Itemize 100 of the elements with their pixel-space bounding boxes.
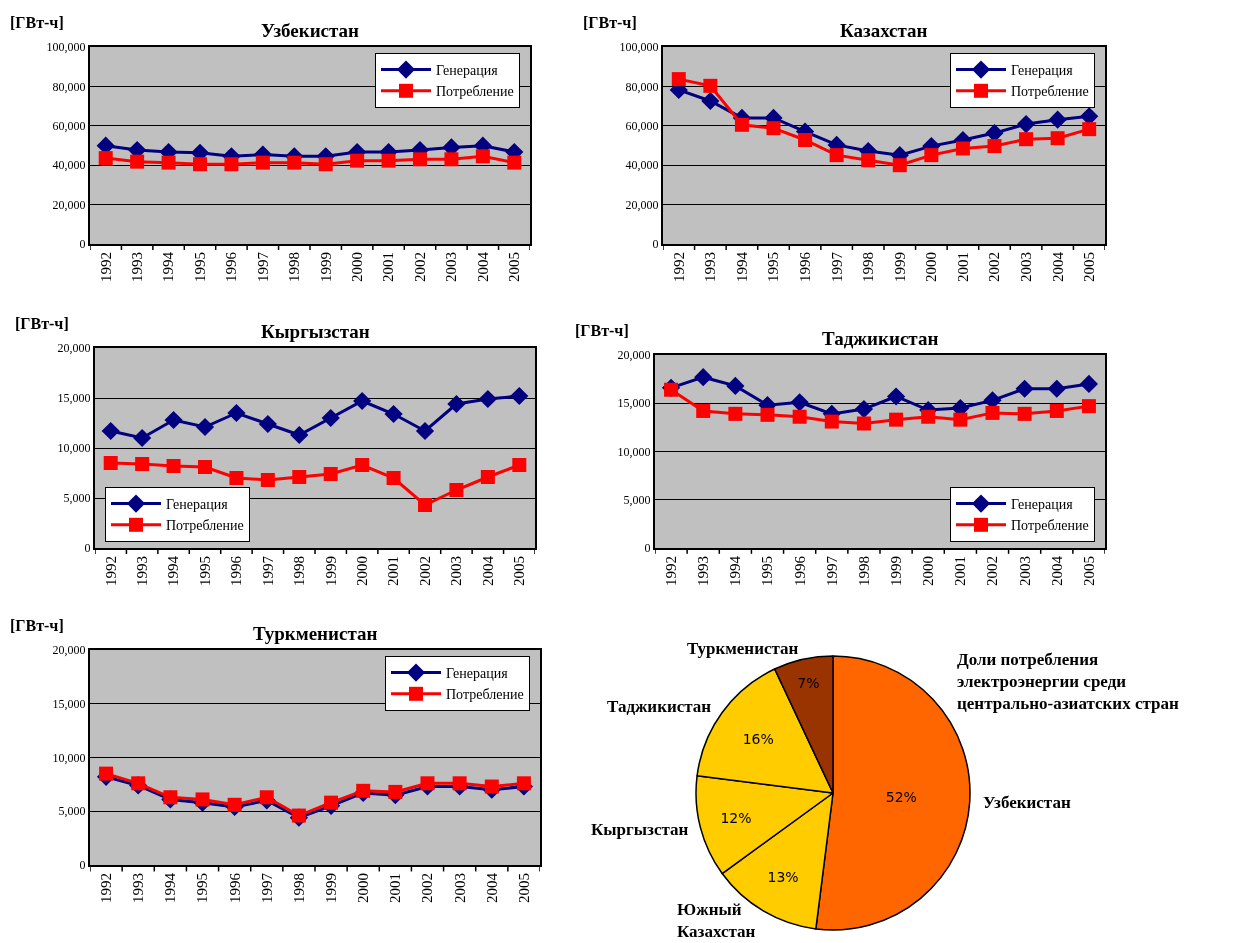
point [193,157,207,172]
point [955,141,970,156]
x-tick-label: 1997 [258,872,275,903]
point [766,121,781,136]
y-tick-label: 0 [644,541,651,556]
x-tick-label: 1999 [322,556,339,586]
y-axis-title: [ГВт-ч] [10,14,64,31]
x-tick-label: 1994 [165,555,182,586]
point [728,406,743,421]
point [350,153,365,168]
point [259,790,274,805]
x-tick-label: 1993 [702,252,719,282]
point [447,394,466,414]
x-tick-label: 2002 [419,873,436,903]
point [886,387,906,406]
point [133,428,152,448]
x-tick-label: 2003 [1017,252,1034,282]
x-tick-label: 2002 [984,556,1001,586]
slice-label: Туркменистан [687,639,799,658]
point [1050,131,1065,146]
y-tick-label: 40,000 [625,158,659,173]
x-tick-label: 2003 [451,873,468,903]
x-tick-label: 2004 [1049,251,1066,282]
x-tick-label: 2005 [506,252,523,282]
point [291,808,306,823]
x-tick-label: 2004 [474,251,491,282]
point [413,152,427,167]
point [696,403,711,418]
y-axis-title: [ГВт-ч] [15,315,69,332]
point [418,498,432,512]
legend-label: Потребление [446,687,524,703]
x-tick-label: 1994 [160,251,177,282]
x-tick-label: 1998 [290,873,307,903]
x-tick-label: 1992 [97,873,114,903]
point [131,776,146,791]
x-tick-label: 2001 [380,252,397,282]
point [452,776,467,791]
point [103,456,118,470]
point [260,473,275,487]
y-tick-label: 60,000 [52,119,86,133]
y-tick-label: 10,000 [617,444,651,459]
point [1015,379,1034,398]
x-tick-label: 1999 [322,873,339,903]
x-tick-label: 1994 [162,872,179,903]
x-tick-label: 1997 [254,251,271,282]
y-tick-label: 80,000 [625,79,659,94]
x-tick-label: 1993 [130,873,147,903]
y-tick-label: 20,000 [52,197,86,212]
point [510,386,529,406]
x-tick-label: 2002 [986,252,1003,282]
point [353,391,372,411]
point [512,458,527,472]
y-axis-title: [ГВт-ч] [575,322,629,339]
y-axis-title: [ГВт-ч] [10,617,64,634]
data-label: 52% [885,789,917,806]
y-axis-title: [ГВт-ч] [583,14,637,31]
data-label: 16% [742,730,774,747]
point [987,139,1002,154]
point [854,399,874,419]
point [1016,114,1036,134]
slice-label: Узбекистан [983,793,1071,812]
x-tick-label: 1996 [226,872,243,903]
legend-label: Генерация [1011,497,1074,513]
point [356,783,371,798]
x-tick-label: 2003 [448,556,465,586]
x-tick-label: 2001 [385,556,402,586]
point [101,421,120,441]
x-tick-label: 1994 [733,251,750,282]
x-tick-label: 2004 [1048,555,1065,586]
x-tick-label: 1992 [97,252,114,282]
x-tick-label: 1996 [228,555,245,586]
point [163,790,178,805]
point [195,792,210,807]
y-tick-label: 5,000 [63,491,91,506]
point [664,382,679,397]
y-tick-label: 60,000 [625,119,659,133]
x-tick-label: 1994 [727,555,744,586]
point [135,457,150,471]
y-tick-label: 20,000 [52,643,86,658]
x-tick-label: 2004 [483,872,500,903]
point [507,155,522,170]
point [287,155,302,170]
point [760,407,775,422]
x-tick-label: 2000 [354,556,371,586]
x-tick-label: 2003 [1016,556,1033,586]
point [130,154,145,169]
x-tick-label: 1997 [823,555,840,586]
x-tick-label: 2001 [954,252,971,282]
point [921,409,936,424]
y-tick-label: 20,000 [625,197,659,212]
y-tick-label: 15,000 [617,396,651,411]
x-tick-label: 2005 [1080,556,1097,586]
x-tick-label: 1995 [196,556,213,586]
x-tick-label: 2001 [952,556,969,586]
x-tick-label: 2005 [1081,252,1098,282]
x-tick-label: 2000 [920,556,937,586]
x-tick-label: 1996 [223,251,240,282]
y-tick-label: 0 [79,237,86,252]
point [475,149,490,164]
x-tick-label: 1998 [855,556,872,586]
